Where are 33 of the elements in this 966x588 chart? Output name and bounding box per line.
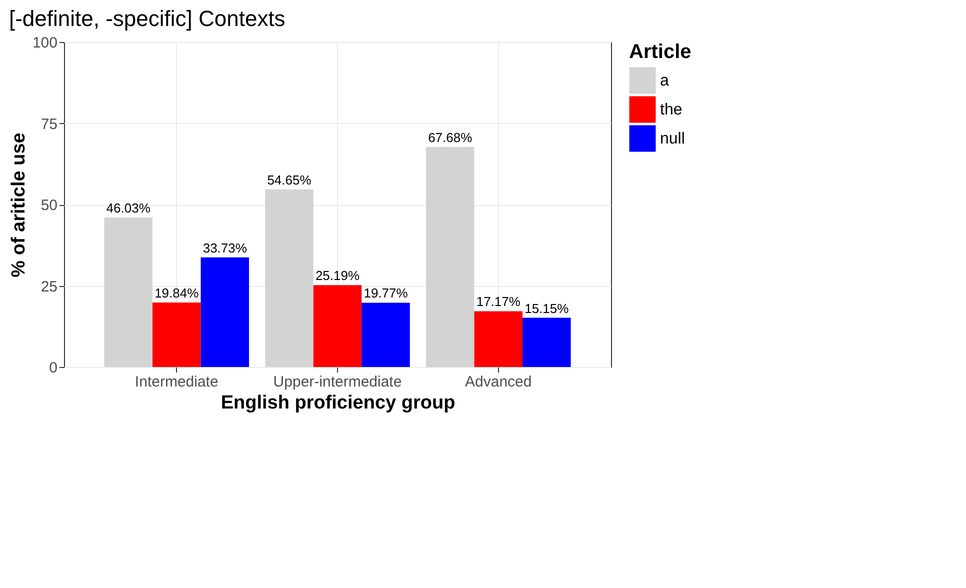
legend-label: a bbox=[660, 72, 669, 90]
x-tick-label: Advanced bbox=[465, 374, 532, 390]
y-tick-label: 75 bbox=[40, 116, 58, 133]
data-label: 54.65% bbox=[267, 172, 312, 188]
bar bbox=[265, 189, 314, 367]
y-tick-label: 50 bbox=[40, 197, 58, 214]
bar bbox=[200, 257, 250, 367]
y-axis-title: % of ariticle use bbox=[8, 132, 30, 278]
bar bbox=[104, 217, 152, 367]
bar bbox=[362, 302, 410, 367]
y-tick-label: 100 bbox=[32, 34, 58, 52]
data-label: 46.03% bbox=[106, 200, 151, 216]
data-label: 15.15% bbox=[524, 300, 570, 316]
bar bbox=[522, 318, 571, 367]
bar bbox=[313, 285, 362, 367]
bar bbox=[152, 302, 201, 367]
y-tick-label: 0 bbox=[49, 360, 58, 376]
data-label: 25.19% bbox=[315, 268, 360, 284]
legend-label: null bbox=[660, 130, 685, 148]
bar bbox=[426, 147, 474, 367]
x-tick-label: Intermediate bbox=[134, 374, 218, 390]
legend-title: Article bbox=[629, 41, 692, 63]
data-label: 17.17% bbox=[476, 294, 521, 310]
x-tick-label: Upper-intermediate bbox=[273, 374, 402, 390]
data-label: 33.73% bbox=[202, 240, 248, 256]
y-tick-label: 25 bbox=[40, 278, 58, 296]
bar bbox=[474, 311, 523, 367]
data-label: 67.68% bbox=[428, 130, 473, 146]
legend-label: the bbox=[660, 102, 682, 118]
x-axis-title: English proficiency group bbox=[220, 392, 456, 414]
data-label: 19.77% bbox=[364, 286, 408, 301]
chart-title: [-definite, -specific] Contexts bbox=[8, 6, 286, 31]
data-label: 19.84% bbox=[154, 286, 200, 301]
